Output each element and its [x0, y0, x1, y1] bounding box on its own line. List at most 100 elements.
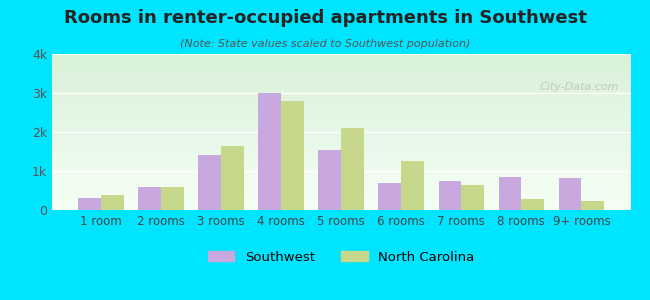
Bar — [259, 93, 281, 210]
Bar — [52, 182, 630, 184]
Text: Rooms in renter-occupied apartments in Southwest: Rooms in renter-occupied apartments in S… — [64, 9, 586, 27]
Bar — [52, 57, 630, 59]
Bar — [52, 76, 630, 77]
Bar — [52, 124, 630, 126]
Bar — [52, 130, 630, 132]
Bar — [52, 188, 630, 190]
Bar — [52, 184, 630, 185]
Bar — [52, 196, 630, 197]
Bar — [52, 194, 630, 196]
Bar — [52, 135, 630, 137]
Bar — [52, 174, 630, 176]
Bar — [52, 197, 630, 199]
Bar — [52, 107, 630, 109]
Bar — [52, 138, 630, 140]
Bar — [52, 85, 630, 87]
Bar — [401, 161, 424, 210]
Bar — [52, 59, 630, 60]
Bar — [101, 195, 124, 210]
Bar — [52, 63, 630, 65]
Bar — [52, 73, 630, 74]
Bar — [558, 178, 581, 210]
Bar — [52, 113, 630, 115]
Bar — [52, 148, 630, 149]
Bar — [52, 154, 630, 155]
Bar — [52, 127, 630, 129]
Bar — [52, 204, 630, 205]
Bar — [52, 112, 630, 113]
Bar — [52, 115, 630, 116]
Bar — [52, 143, 630, 145]
Bar — [52, 155, 630, 157]
Bar — [52, 208, 630, 210]
Bar — [52, 132, 630, 134]
Bar — [52, 199, 630, 201]
Bar — [52, 162, 630, 163]
Bar — [439, 181, 462, 210]
Bar — [52, 134, 630, 135]
Bar — [52, 93, 630, 94]
Bar — [52, 118, 630, 119]
Text: City-Data.com: City-Data.com — [540, 82, 619, 92]
Bar — [281, 101, 304, 210]
Bar — [52, 71, 630, 73]
Bar — [52, 99, 630, 101]
Bar — [52, 80, 630, 82]
Bar — [52, 56, 630, 57]
Bar — [52, 176, 630, 177]
Bar — [52, 74, 630, 76]
Bar — [52, 102, 630, 104]
Bar — [52, 87, 630, 88]
Bar — [52, 110, 630, 112]
Bar — [52, 193, 630, 194]
Bar — [52, 146, 630, 148]
Bar — [318, 150, 341, 210]
Bar — [52, 207, 630, 208]
Bar — [52, 160, 630, 162]
Bar — [52, 106, 630, 107]
Bar — [52, 205, 630, 207]
Bar — [52, 152, 630, 154]
Bar — [52, 67, 630, 68]
Bar — [341, 128, 364, 210]
Bar — [52, 169, 630, 171]
Bar — [52, 79, 630, 80]
Bar — [52, 126, 630, 127]
Bar — [52, 166, 630, 168]
Bar — [52, 68, 630, 70]
Bar — [221, 146, 244, 210]
Bar — [52, 201, 630, 202]
Bar — [52, 116, 630, 118]
Bar — [52, 119, 630, 121]
Bar — [52, 90, 630, 92]
Bar — [52, 88, 630, 90]
Bar — [52, 94, 630, 96]
Bar — [52, 77, 630, 79]
Bar — [52, 104, 630, 106]
Bar — [52, 187, 630, 188]
Bar — [52, 54, 630, 56]
Bar — [52, 92, 630, 93]
Bar — [52, 180, 630, 182]
Bar — [52, 191, 630, 193]
Bar — [161, 188, 184, 210]
Bar — [52, 171, 630, 172]
Bar — [52, 121, 630, 123]
Bar — [52, 172, 630, 174]
Bar — [52, 151, 630, 152]
Bar — [52, 185, 630, 187]
Bar — [52, 96, 630, 98]
Bar — [52, 145, 630, 146]
Bar — [52, 84, 630, 85]
Bar — [52, 70, 630, 71]
Bar — [52, 179, 630, 180]
Text: (Note: State values scaled to Southwest population): (Note: State values scaled to Southwest … — [180, 39, 470, 49]
Bar — [52, 98, 630, 99]
Bar — [198, 155, 221, 210]
Bar — [52, 157, 630, 158]
Bar — [52, 141, 630, 143]
Bar — [52, 101, 630, 102]
Bar — [52, 140, 630, 141]
Bar — [581, 201, 604, 210]
Legend: Southwest, North Carolina: Southwest, North Carolina — [203, 245, 480, 269]
